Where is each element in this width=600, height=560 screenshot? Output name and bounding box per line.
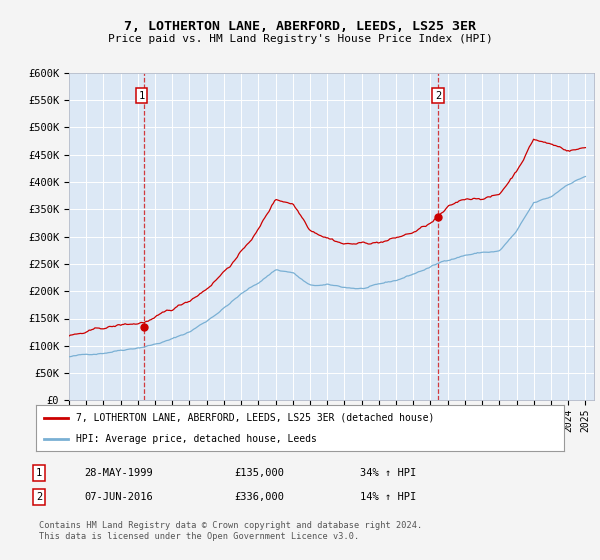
Text: HPI: Average price, detached house, Leeds: HPI: Average price, detached house, Leed… (76, 435, 316, 444)
Text: 1: 1 (139, 91, 145, 101)
Text: 1: 1 (36, 468, 42, 478)
Text: 7, LOTHERTON LANE, ABERFORD, LEEDS, LS25 3ER (detached house): 7, LOTHERTON LANE, ABERFORD, LEEDS, LS25… (76, 413, 434, 423)
Text: £336,000: £336,000 (234, 492, 284, 502)
Text: Price paid vs. HM Land Registry's House Price Index (HPI): Price paid vs. HM Land Registry's House … (107, 34, 493, 44)
Text: 2: 2 (435, 91, 441, 101)
Text: 2: 2 (36, 492, 42, 502)
Text: 7, LOTHERTON LANE, ABERFORD, LEEDS, LS25 3ER: 7, LOTHERTON LANE, ABERFORD, LEEDS, LS25… (124, 20, 476, 34)
Text: 28-MAY-1999: 28-MAY-1999 (84, 468, 153, 478)
Text: 34% ↑ HPI: 34% ↑ HPI (360, 468, 416, 478)
Text: 14% ↑ HPI: 14% ↑ HPI (360, 492, 416, 502)
Text: 07-JUN-2016: 07-JUN-2016 (84, 492, 153, 502)
Text: Contains HM Land Registry data © Crown copyright and database right 2024.
This d: Contains HM Land Registry data © Crown c… (39, 521, 422, 540)
Text: £135,000: £135,000 (234, 468, 284, 478)
